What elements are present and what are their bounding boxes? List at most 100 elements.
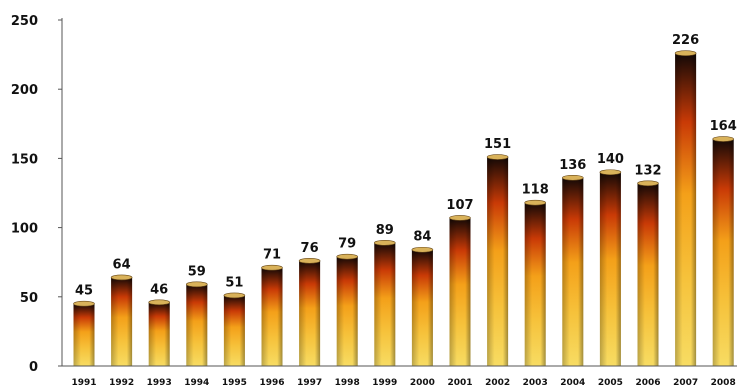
bar-shading (449, 217, 471, 366)
x-tick-label: 2004 (560, 378, 585, 388)
bar-cap (561, 174, 584, 181)
bar-shading (599, 172, 621, 366)
bar-value-label: 64 (113, 257, 131, 272)
bar-cap (261, 264, 283, 271)
bar-1992: 64 (110, 257, 133, 366)
bar-shading (299, 260, 321, 366)
bar-cap (186, 281, 208, 288)
x-tick-label: 1992 (109, 378, 134, 388)
bar-1994: 59 (186, 264, 208, 366)
bar-value-label: 89 (376, 223, 394, 238)
bar-value-label: 164 (710, 119, 737, 134)
x-tick-label: 2003 (523, 378, 548, 388)
bar-value-label: 76 (301, 241, 319, 256)
x-tick-label: 1994 (184, 378, 209, 388)
bar-cap (449, 215, 471, 221)
y-tick-label: 100 (11, 222, 38, 237)
x-axis: 1991 1992 1993 1994 1995 1996 1997 1998 1999 2000… (62, 365, 737, 388)
bar-shading (562, 177, 584, 366)
x-tick-label: 2007 (673, 378, 698, 388)
bar-shading (223, 295, 245, 366)
bar-shading (524, 202, 546, 366)
bar-2001: 107 (446, 198, 474, 366)
bar-2005: 140 (597, 152, 624, 366)
bar-value-label: 51 (225, 275, 243, 290)
bar-shading (73, 303, 95, 366)
x-tick-label: 2002 (485, 378, 510, 388)
bar-shading (111, 277, 133, 366)
y-tick-label: 150 (11, 152, 38, 167)
bars-group: 45 64 46 59 51 71 76 79 89 84 107 151 118 136 140 132 22… (73, 33, 737, 366)
x-tick-label: 2006 (635, 378, 660, 388)
y-tick-label: 0 (29, 360, 38, 375)
bar-1991: 45 (73, 284, 95, 366)
bar-value-label: 140 (597, 152, 624, 167)
bar-cap (712, 136, 735, 142)
bar-cap (298, 258, 321, 264)
bar-1995: 51 (223, 275, 246, 366)
y-tick-label: 250 (11, 14, 38, 29)
bar-cap (637, 180, 659, 187)
bar-value-label: 132 (634, 163, 661, 178)
y-tick-label: 50 (20, 291, 38, 306)
bar-2000: 84 (411, 230, 434, 366)
bar-value-label: 71 (263, 248, 281, 263)
x-tick-label: 1995 (222, 378, 247, 388)
bar-shading (712, 139, 734, 366)
bar-cap (373, 240, 396, 246)
bar-2004: 136 (559, 158, 586, 366)
bar-cap (148, 299, 170, 306)
bar-cap (336, 253, 359, 260)
bar-shading (336, 256, 358, 366)
bar-shading (487, 157, 509, 366)
x-tick-label: 1993 (147, 378, 172, 388)
bar-value-label: 151 (484, 137, 511, 152)
bar-cap (674, 50, 697, 57)
bar-shading (261, 267, 283, 366)
y-axis: 0 50 100 150 200 250 (11, 14, 63, 375)
bar-value-label: 59 (188, 264, 206, 279)
x-tick-label: 2005 (598, 378, 623, 388)
bar-shading (374, 242, 396, 366)
bar-1993: 46 (148, 282, 170, 366)
bar-1996: 71 (261, 248, 283, 366)
x-tick-label: 1998 (335, 378, 360, 388)
bar-value-label: 118 (522, 183, 549, 198)
bar-shading (148, 302, 170, 366)
bar-cap (411, 246, 434, 253)
bar-2002: 151 (484, 137, 511, 366)
x-tick-label: 2001 (447, 378, 472, 388)
bar-value-label: 79 (338, 237, 356, 252)
bar-shading (675, 53, 697, 366)
bar-2007: 226 (672, 33, 699, 366)
bar-shading (637, 183, 659, 366)
bar-value-label: 46 (150, 282, 168, 297)
bar-2008: 164 (710, 119, 737, 366)
bar-value-label: 84 (413, 230, 431, 245)
bar-cap (524, 199, 547, 206)
x-tick-label: 1996 (259, 378, 284, 388)
bar-shading (411, 249, 433, 366)
bar-1999: 89 (373, 223, 396, 366)
bar-2003: 118 (522, 183, 549, 366)
bar-2006: 132 (634, 163, 662, 366)
x-tick-label: 1997 (297, 378, 322, 388)
x-tick-label: 2008 (711, 378, 736, 388)
x-tick-label: 1991 (71, 378, 96, 388)
bar-1997: 76 (298, 241, 321, 366)
bar-value-label: 136 (559, 158, 586, 173)
bar-value-label: 45 (75, 284, 93, 299)
bar-value-label: 226 (672, 33, 699, 48)
bar-cap (223, 292, 246, 299)
bar-1998: 79 (336, 237, 359, 366)
bar-cap (486, 154, 509, 160)
bar-cap (110, 274, 133, 281)
bar-value-label: 107 (446, 198, 473, 213)
bar-shading (186, 284, 208, 366)
bar-cap (73, 300, 95, 307)
x-tick-label: 1999 (372, 378, 397, 388)
x-tick-label: 2000 (410, 378, 435, 388)
y-tick-label: 200 (11, 83, 38, 98)
bar-cap (599, 169, 622, 176)
